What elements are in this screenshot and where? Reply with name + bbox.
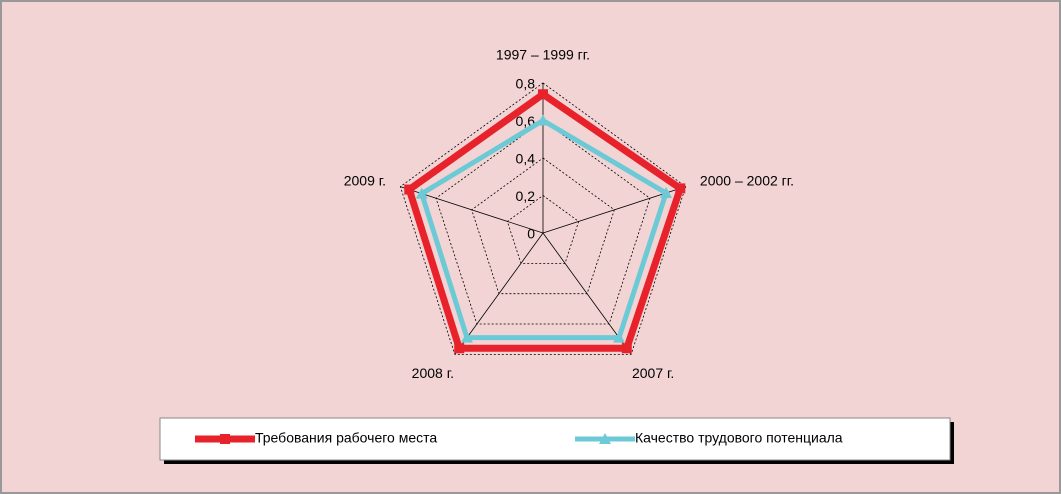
grid-line xyxy=(471,157,615,295)
marker xyxy=(415,187,428,199)
legend-label: Качество трудового потенциала xyxy=(635,430,843,446)
marker xyxy=(613,331,626,343)
series-line xyxy=(405,89,685,352)
category-label: 1997 – 1999 гг. xyxy=(496,47,590,63)
category-label: 2008 г. xyxy=(412,365,454,381)
marker xyxy=(454,343,465,354)
spoke xyxy=(542,232,632,355)
category-label: 2009 г. xyxy=(344,173,386,189)
spoke xyxy=(454,232,544,355)
marker xyxy=(460,331,473,343)
category-label: 2000 – 2002 гг. xyxy=(700,173,794,189)
category-label: 2007 г. xyxy=(632,365,674,381)
grid-line xyxy=(506,195,580,264)
grid-line xyxy=(399,82,687,355)
tick-label: 0,4 xyxy=(516,151,536,167)
series-line xyxy=(418,117,670,341)
tick-label: 0,6 xyxy=(516,113,536,129)
marker xyxy=(538,89,548,100)
marker xyxy=(599,433,611,444)
marker xyxy=(220,434,230,444)
legend xyxy=(159,417,951,461)
tick-label: 0,2 xyxy=(516,188,536,204)
marker xyxy=(660,187,673,199)
spoke xyxy=(542,186,686,234)
marker xyxy=(537,114,549,126)
marker xyxy=(675,183,686,194)
tick-label: 0,8 xyxy=(516,76,536,92)
marker xyxy=(404,184,415,195)
legend-label: Требования рабочего места xyxy=(255,430,437,446)
marker xyxy=(621,343,632,354)
tick-label: 0 xyxy=(527,226,535,242)
